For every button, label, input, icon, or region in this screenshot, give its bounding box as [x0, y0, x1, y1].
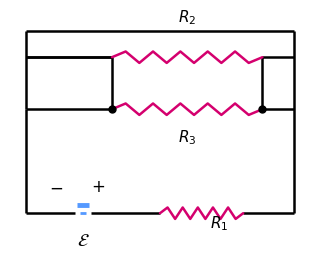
Text: $R_3$: $R_3$: [178, 128, 196, 147]
Text: $R_1$: $R_1$: [210, 214, 228, 233]
Text: $-$: $-$: [49, 178, 63, 196]
Text: $+$: $+$: [91, 178, 105, 196]
Text: $R_2$: $R_2$: [178, 9, 196, 27]
Text: $\mathcal{E}$: $\mathcal{E}$: [77, 232, 90, 250]
